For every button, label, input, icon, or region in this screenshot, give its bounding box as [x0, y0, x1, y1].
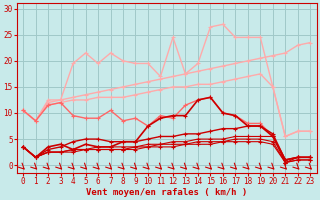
X-axis label: Vent moyen/en rafales ( km/h ): Vent moyen/en rafales ( km/h )	[86, 188, 247, 197]
